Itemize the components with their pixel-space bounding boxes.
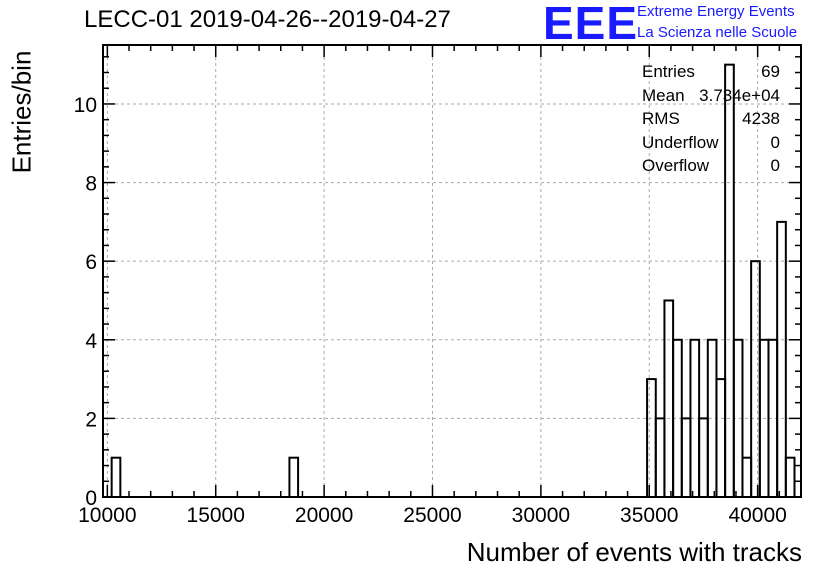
histogram-bin [680, 417, 692, 498]
stats-underflow-value: 0 [770, 132, 780, 152]
chart-title: LECC-01 2019-04-26--2019-04-27 [84, 6, 451, 33]
y-axis-label: Entries/bin [6, 50, 37, 174]
histogram-bin [288, 456, 300, 498]
logo-line-1: Extreme Energy Events [637, 3, 795, 20]
stats-underflow-label: Underflow [642, 132, 719, 152]
stats-overflow-label: Overflow [642, 156, 710, 175]
histogram-bin [750, 260, 761, 498]
x-tick-label: 40000 [728, 504, 786, 527]
stats-rms: RMS 4238 [642, 107, 780, 131]
stats-box: Entries 69 Mean 3.734e+04 RMS 4238 Under… [642, 60, 780, 178]
stats-entries: Entries 69 [642, 60, 780, 84]
y-tick-label: 8 [85, 173, 97, 196]
eee-logo: EEE [543, 0, 639, 49]
stats-rms-label: RMS [642, 109, 680, 128]
stats-underflow: Underflow 0 [642, 131, 780, 155]
x-tick-label: 30000 [512, 504, 570, 527]
x-axis-label: Number of events with tracks [466, 537, 802, 567]
histogram-bin [663, 299, 675, 499]
y-tick-label: 2 [85, 408, 97, 431]
x-tick-label: 15000 [187, 504, 245, 527]
histogram-bin [698, 417, 709, 498]
histogram-bin [741, 456, 753, 498]
x-tick-label: 10000 [78, 504, 136, 527]
y-tick-label: 4 [85, 330, 97, 353]
stats-mean-label: Mean [642, 85, 685, 105]
histogram-bin [110, 456, 122, 498]
histogram-bin [654, 417, 666, 498]
y-tick-label: 10 [74, 94, 97, 117]
logo-line-2: La Scienza nelle Scuole [637, 24, 798, 41]
x-tick-label: 20000 [295, 504, 353, 527]
stats-entries-value: 69 [761, 62, 780, 81]
stats-mean-value: 3.734e+04 [699, 85, 780, 105]
histogram-bin [646, 378, 657, 498]
histogram-bin [776, 220, 787, 498]
stats-mean: Mean 3.734e+04 [642, 84, 780, 108]
y-tick-label: 0 [85, 487, 97, 510]
plot-frame [102, 44, 802, 498]
stats-rms-value: 4238 [742, 109, 780, 128]
x-tick-label: 25000 [403, 504, 461, 527]
histogram-bin [784, 456, 796, 498]
y-tick-label: 6 [85, 251, 97, 274]
x-tick-label: 35000 [620, 504, 678, 527]
histogram-bin [715, 378, 727, 498]
stats-overflow-value: 0 [770, 156, 780, 175]
stats-overflow: Overflow 0 [642, 154, 780, 178]
stats-entries-label: Entries [642, 62, 695, 81]
